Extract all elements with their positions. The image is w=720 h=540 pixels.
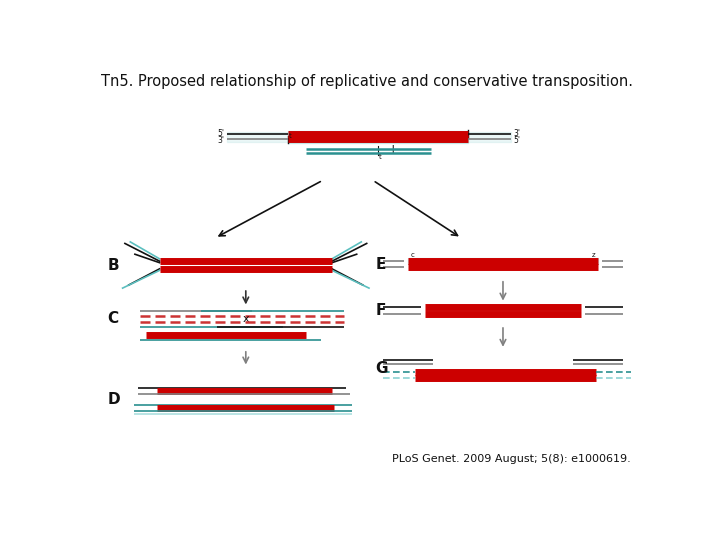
Text: 5': 5' (217, 129, 224, 138)
Text: +: + (388, 143, 399, 157)
Text: B: B (107, 258, 119, 273)
Text: 5': 5' (514, 136, 521, 145)
Text: G: G (375, 361, 387, 376)
Text: PLoS Genet. 2009 August; 5(8): e1000619.: PLoS Genet. 2009 August; 5(8): e1000619. (392, 454, 631, 464)
Text: D: D (107, 392, 120, 407)
Text: 3': 3' (217, 136, 224, 145)
Text: x: x (243, 314, 249, 324)
Text: t: t (289, 133, 292, 139)
Text: E: E (375, 256, 385, 272)
Text: 3': 3' (514, 129, 521, 138)
Text: z: z (592, 252, 595, 258)
Text: F: F (375, 303, 385, 318)
Text: Tn5. Proposed relationship of replicative and conservative transposition.: Tn5. Proposed relationship of replicativ… (101, 74, 633, 89)
Text: c: c (410, 252, 414, 258)
Text: t: t (379, 154, 382, 160)
Text: C: C (107, 312, 118, 326)
